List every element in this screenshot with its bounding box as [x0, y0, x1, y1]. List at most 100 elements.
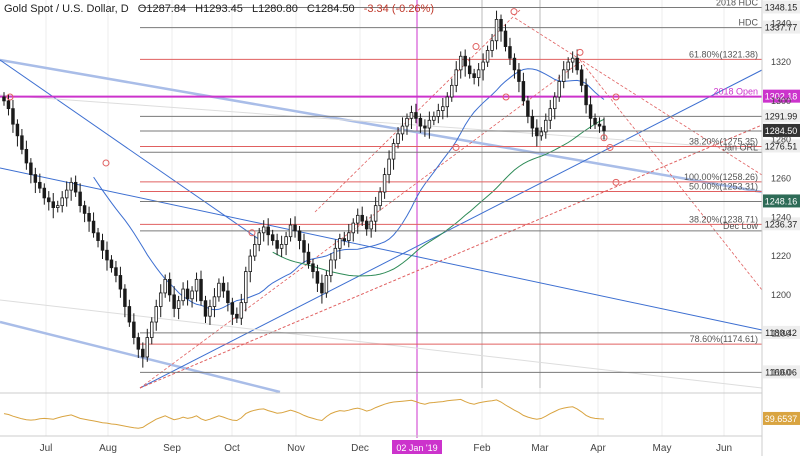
- candle-body: [351, 222, 355, 234]
- price-tag: [763, 20, 800, 34]
- price-tag-label: 1284.50: [765, 126, 798, 136]
- pivot-marker: [502, 93, 510, 101]
- candle-body: [396, 133, 400, 144]
- time-tick-label: Jul: [40, 443, 53, 454]
- candle-body: [570, 57, 575, 63]
- candle-body: [414, 112, 418, 119]
- price-tick-label: 1300: [771, 96, 791, 106]
- price-tag: [763, 123, 800, 137]
- candle-body: [136, 337, 141, 350]
- candle-body: [320, 282, 324, 294]
- candle-body: [275, 240, 279, 249]
- trendline: [0, 59, 261, 241]
- candle-body: [100, 240, 105, 251]
- pivot-marker: [612, 178, 620, 186]
- candle-body: [508, 46, 512, 59]
- candle-body: [463, 55, 467, 67]
- horizontal-levels: 2018 HDC 1348.15 HDC 1337.77 61.80%(1321.38)…: [0, 0, 800, 379]
- candle-body: [109, 259, 114, 269]
- candle-body: [360, 214, 364, 222]
- jan-marker-label: 02 Jan '19: [396, 443, 437, 453]
- candle-body: [467, 65, 472, 75]
- candle-body: [593, 117, 597, 125]
- candle-body: [38, 181, 42, 189]
- candle-body: [306, 251, 311, 265]
- pivot-marker: [6, 93, 14, 101]
- price-tag-label: 1236.37: [765, 219, 798, 229]
- candle-body: [203, 300, 208, 317]
- candle-body: [476, 69, 481, 78]
- candle-body: [364, 220, 369, 230]
- change-value: -3.34 (-0.26%): [363, 3, 434, 15]
- candle-body: [11, 108, 15, 125]
- trendline: [139, 69, 763, 389]
- candle-body: [544, 119, 548, 133]
- candle-body: [253, 244, 257, 257]
- candle-body: [230, 302, 235, 315]
- time-tick-label: Dec: [351, 443, 369, 454]
- candle-body: [405, 117, 409, 127]
- candle-body: [445, 96, 450, 108]
- candle-body: [333, 247, 338, 261]
- pivot-marker: [576, 48, 584, 56]
- rsi-value-tag: [763, 411, 800, 425]
- price-tick-label: 1260: [771, 173, 791, 183]
- time-tick-label: Aug: [99, 443, 117, 454]
- time-tick-label: Apr: [590, 443, 606, 454]
- candle-body: [458, 55, 463, 71]
- time-tick-label: Feb: [473, 443, 491, 454]
- pivot-marker: [606, 143, 614, 151]
- candle-body: [24, 148, 29, 164]
- candle-body: [123, 288, 127, 307]
- trendline: [0, 94, 763, 151]
- price-tag: [763, 365, 800, 379]
- candle-body: [60, 197, 64, 207]
- low-value: L1280.80: [251, 3, 298, 15]
- level-label: HDC: [739, 18, 759, 28]
- level-label: 2018 HDC: [716, 0, 759, 7]
- candle-body: [409, 112, 414, 119]
- candle-body: [78, 191, 82, 207]
- candle-body: [597, 123, 602, 127]
- pivot-marker: [452, 143, 460, 151]
- candle-body: [588, 104, 593, 119]
- rsi-panel: 39.6537: [0, 392, 800, 437]
- time-tick-label: Jun: [716, 443, 732, 454]
- candle-body: [297, 230, 302, 241]
- candle-body: [521, 81, 526, 102]
- candle-body: [199, 278, 203, 302]
- candle-body: [163, 278, 167, 294]
- candle-body: [2, 96, 6, 102]
- candle-body: [548, 108, 553, 121]
- candle-body: [270, 234, 275, 241]
- candle-body: [481, 61, 485, 71]
- level-label: 38.20%(1238.71): [689, 214, 758, 224]
- candle-body: [266, 226, 270, 236]
- open-value: O1287.84: [137, 3, 187, 15]
- candle-body: [82, 205, 87, 214]
- candle-body: [530, 116, 535, 129]
- candle-body: [132, 321, 136, 338]
- candle-body: [436, 110, 441, 117]
- rsi-value-label: 39.6537: [765, 414, 798, 424]
- jan-marker-tag: [392, 440, 442, 454]
- price-tick-label: 1340: [771, 18, 791, 28]
- candle-body: [167, 278, 172, 296]
- candle-body: [47, 197, 51, 203]
- price-tag-label: 1291.99: [765, 111, 798, 121]
- candle-body: [127, 306, 132, 323]
- price-tick-label: 1160: [771, 367, 790, 377]
- pivot-marker: [510, 8, 518, 16]
- candle-body: [150, 321, 154, 338]
- time-tick-label: Oct: [224, 443, 240, 454]
- level-label: 78.60%(1174.61): [690, 334, 758, 344]
- candle-body: [494, 18, 499, 42]
- candle-body: [29, 162, 33, 176]
- candle-body: [535, 127, 539, 137]
- candle-body: [553, 96, 557, 110]
- candle-body: [378, 191, 382, 207]
- price-tick-label: 1280: [771, 135, 791, 145]
- candle-body: [503, 30, 508, 47]
- candle-body: [6, 100, 11, 110]
